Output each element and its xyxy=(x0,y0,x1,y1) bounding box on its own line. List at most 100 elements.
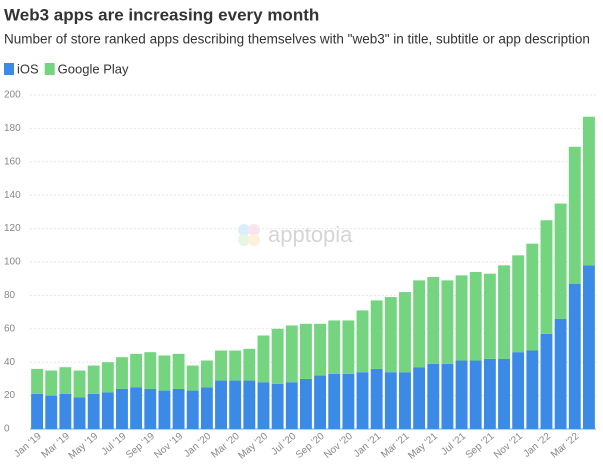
x-tick-label: Mar '19 xyxy=(40,431,73,461)
bar-segment xyxy=(299,323,312,379)
bar-segment xyxy=(158,390,171,429)
bar-segment xyxy=(158,355,171,391)
bar-segment xyxy=(342,320,355,374)
y-tick-label: 200 xyxy=(4,90,21,101)
bar-segment xyxy=(498,358,510,429)
bar-segment xyxy=(413,280,426,368)
y-tick-label: 80 xyxy=(4,290,16,301)
bar-segment xyxy=(130,387,143,429)
bar-segment xyxy=(101,362,114,393)
bar-segment xyxy=(257,335,270,383)
y-tick-label: 40 xyxy=(4,357,16,368)
bar-segment xyxy=(314,323,327,376)
y-tick-label: 120 xyxy=(4,223,21,234)
bar-segment xyxy=(455,360,468,429)
bar-segment xyxy=(285,325,298,383)
bar-segment xyxy=(582,116,595,266)
bar-segment xyxy=(328,320,341,374)
watermark-dot xyxy=(238,224,250,236)
bar-segment xyxy=(144,388,157,429)
bar-segment xyxy=(200,387,213,429)
watermark: apptopia xyxy=(238,222,353,247)
bar-segment xyxy=(554,203,567,319)
bar-segment xyxy=(427,277,440,364)
bar-segment xyxy=(427,363,440,429)
bar-segment xyxy=(31,393,44,429)
bar-segment xyxy=(582,265,595,429)
bar-segment xyxy=(370,368,383,429)
x-tick-label: Sep '20 xyxy=(294,431,327,461)
bar-segment xyxy=(568,283,581,429)
bar-segment xyxy=(399,292,411,373)
bar-segment xyxy=(483,273,496,359)
x-tick-label: Sep '19 xyxy=(124,431,157,461)
bar-segment xyxy=(455,275,468,361)
bar-segment xyxy=(568,146,581,284)
bar-segment xyxy=(271,383,284,429)
x-tick-label: Jan '19 xyxy=(12,431,44,460)
legend-label: iOS xyxy=(17,61,39,76)
bar-segment xyxy=(87,393,100,429)
bar-segment xyxy=(172,388,185,429)
x-tick-label: Jan '22 xyxy=(522,431,554,460)
bar-segment xyxy=(243,380,256,429)
bar-segment xyxy=(483,358,496,429)
bar-segment xyxy=(45,370,58,396)
bar-segment xyxy=(144,352,157,389)
legend-swatch xyxy=(44,63,55,75)
bar-segment xyxy=(186,365,199,391)
x-tick-label: Nov '19 xyxy=(152,431,185,461)
chart-subtitle: Number of store ranked apps describing t… xyxy=(4,32,590,47)
bar-segment xyxy=(498,265,510,359)
watermark-dot xyxy=(248,234,260,246)
watermark-dot xyxy=(248,224,260,236)
y-tick-label: 0 xyxy=(4,424,10,435)
x-tick-label: Mar '21 xyxy=(379,431,412,461)
bar-segment xyxy=(59,367,72,394)
bar-segment xyxy=(172,353,185,389)
bar-segment xyxy=(469,360,482,429)
bar-segment xyxy=(229,380,242,429)
bar-segment xyxy=(299,378,312,429)
bar-segment xyxy=(540,333,553,429)
bar-segment xyxy=(271,328,284,384)
bar-segment xyxy=(130,353,143,388)
y-tick-label: 20 xyxy=(4,390,16,401)
x-tick-label: Jan '21 xyxy=(352,431,384,460)
x-tick-label: Nov '20 xyxy=(322,431,355,461)
bar-segment xyxy=(469,272,482,361)
bar-segment xyxy=(116,357,128,389)
x-tick-label: Sep '21 xyxy=(464,431,497,461)
bar-segment xyxy=(526,243,539,351)
bar-segment xyxy=(526,350,539,429)
bar-segment xyxy=(101,392,114,429)
bar-segment xyxy=(87,365,100,394)
bar-segment xyxy=(186,390,199,429)
bar-segment xyxy=(200,360,213,388)
legend-swatch xyxy=(4,63,14,75)
bar-segment xyxy=(215,350,227,381)
x-tick-label: Nov '21 xyxy=(492,431,525,461)
x-tick-label: Jan '20 xyxy=(182,431,214,460)
watermark-text: apptopia xyxy=(268,222,353,247)
y-tick-label: 180 xyxy=(4,123,21,134)
chart-title: Web3 apps are increasing every month xyxy=(4,5,319,24)
bar-segment xyxy=(512,255,525,353)
bar-segment xyxy=(399,372,411,429)
bar-segment xyxy=(73,397,86,429)
y-tick-label: 140 xyxy=(4,190,21,201)
x-tick-label: Mar '20 xyxy=(209,431,242,461)
bar-segment xyxy=(342,373,355,429)
bar-segment xyxy=(356,372,369,429)
legend-label: Google Play xyxy=(58,61,129,76)
bar-segment xyxy=(512,352,525,429)
bar-segment xyxy=(441,363,454,429)
x-tick-label: Mar '22 xyxy=(549,431,582,461)
bar-segment xyxy=(73,370,86,398)
bar-segment xyxy=(356,310,369,373)
bar-segment xyxy=(229,350,242,381)
bar-segment xyxy=(285,382,298,429)
bar-segment xyxy=(116,388,128,429)
bar-segment xyxy=(441,280,454,364)
